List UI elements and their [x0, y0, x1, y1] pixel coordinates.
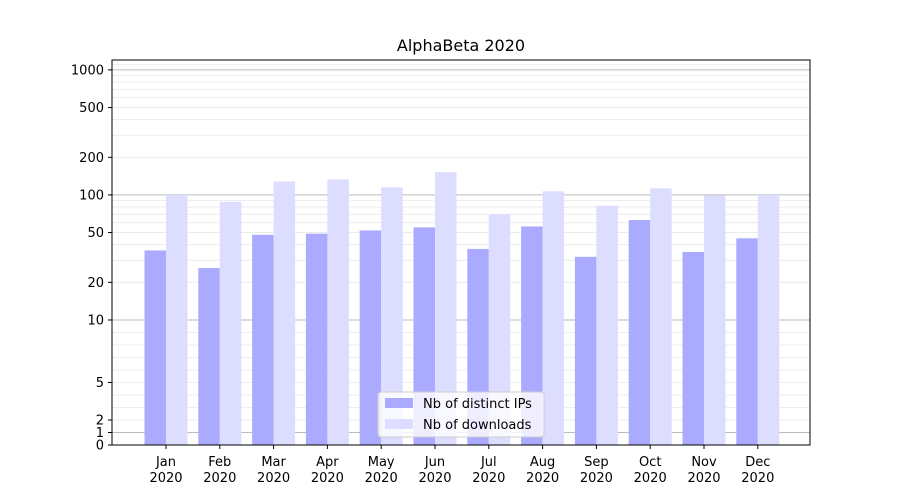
y-tick-label: 1000: [71, 63, 104, 78]
y-tick-label: 1: [96, 426, 104, 441]
x-axis: Jan 2020 Feb 2020 Mar 2020 Apr 2020 May 2020 Jun 20…: [149, 445, 774, 486]
bar-downloads: [542, 191, 565, 445]
bar-distinct-ips: [359, 230, 382, 445]
x-tick-label: Mar 2020: [257, 455, 290, 486]
y-tick-label: 2: [96, 413, 104, 428]
x-tick-label: Nov 2020: [687, 455, 720, 486]
plot-frame: [111, 59, 811, 446]
bar-downloads: [650, 188, 672, 446]
bar-distinct-ips: [198, 268, 220, 445]
y-tick-label: 200: [79, 151, 104, 166]
bar-distinct-ips: [413, 227, 435, 445]
bar-downloads: [273, 181, 296, 445]
legend: Nb of distinct IPs Nb of downloads: [377, 391, 545, 438]
bar-distinct-ips: [144, 250, 166, 445]
bar-downloads: [327, 179, 349, 446]
bar-downloads: [166, 194, 188, 445]
bar-distinct-ips: [574, 256, 597, 445]
x-tick-label: Jun 2020: [418, 455, 451, 486]
bar-downloads: [488, 214, 511, 445]
bar-distinct-ips: [252, 234, 274, 445]
bar-downloads: [435, 172, 457, 446]
bar-distinct-ips: [736, 238, 758, 445]
legend-box: [377, 391, 545, 438]
bars: [144, 172, 780, 446]
bar-distinct-ips: [682, 251, 704, 445]
bar-downloads: [219, 201, 242, 445]
y-tick-label: 10: [87, 313, 104, 328]
legend-swatch-ips: [385, 398, 413, 408]
x-tick-label: Aug 2020: [526, 455, 559, 486]
y-tick-label: 500: [79, 101, 104, 116]
x-tick-label: Jan 2020: [149, 455, 182, 486]
bar-distinct-ips: [628, 220, 651, 445]
y-tick-label: 5: [96, 376, 104, 391]
bar-downloads: [757, 194, 780, 445]
y-tick-label: 20: [87, 276, 104, 291]
x-tick-label: Jul 2020: [472, 455, 505, 486]
x-tick-label: Apr 2020: [311, 455, 344, 486]
legend-label-ips: Nb of distinct IPs: [423, 397, 532, 412]
bar-downloads: [596, 205, 618, 445]
bar-downloads: [381, 187, 403, 445]
bar-distinct-ips: [521, 226, 543, 445]
bar-distinct-ips: [305, 233, 328, 445]
bar-downloads: [704, 195, 726, 445]
y-tick-label: 50: [87, 226, 104, 241]
legend-label-downloads: Nb of downloads: [423, 418, 532, 433]
x-tick-label: Dec 2020: [741, 455, 774, 486]
y-tick-label: 0: [96, 439, 104, 454]
y-axis: 012 5 10 20 50 100 200 500 1000: [71, 63, 112, 454]
legend-swatch-downloads: [385, 419, 413, 429]
x-tick-label: May 2020: [365, 455, 398, 486]
x-tick-label: Sep 2020: [580, 455, 613, 486]
y-tick-label: 100: [79, 188, 104, 203]
x-tick-label: Oct 2020: [634, 455, 667, 486]
chart-title: AlphaBeta 2020: [397, 36, 525, 55]
x-tick-label: Feb 2020: [203, 455, 236, 486]
